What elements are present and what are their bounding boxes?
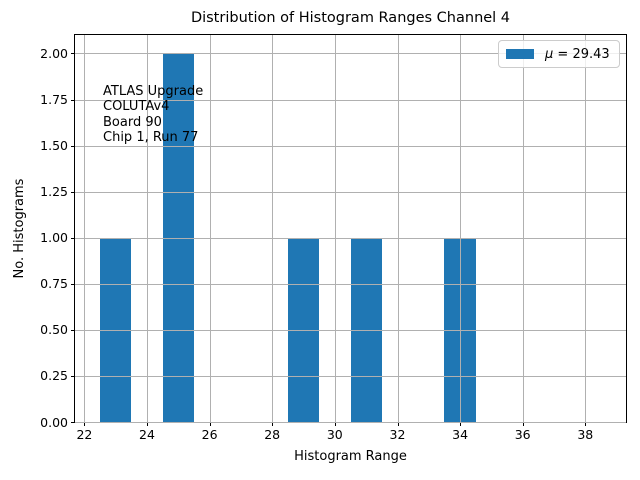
- gridline-horizontal: [75, 422, 626, 423]
- y-tick-mark: [71, 329, 75, 331]
- x-tick-label: 36: [514, 427, 531, 442]
- x-tick-mark: [334, 422, 336, 426]
- y-tick-label: 1.00: [40, 230, 68, 246]
- gridline-horizontal: [75, 145, 626, 147]
- x-tick-label: 24: [139, 427, 155, 442]
- y-tick-mark: [71, 99, 75, 101]
- gridline-vertical: [209, 35, 211, 422]
- y-tick-mark: [71, 53, 75, 55]
- x-tick-label: 28: [264, 427, 281, 442]
- x-tick-label: 30: [326, 427, 343, 442]
- y-tick-mark: [71, 422, 75, 423]
- gridline-vertical: [84, 35, 86, 422]
- x-tick-mark: [84, 422, 86, 426]
- gridline-horizontal: [75, 99, 626, 101]
- x-tick-mark: [585, 422, 587, 426]
- legend: μ = 29.43: [498, 40, 620, 68]
- gridline-vertical: [397, 35, 399, 422]
- y-tick-mark: [71, 375, 75, 377]
- gridline-horizontal: [75, 191, 626, 193]
- y-tick-label: 1.75: [40, 92, 68, 107]
- histogram-bar: [287, 237, 320, 422]
- gridline-horizontal: [75, 329, 626, 331]
- y-tick-label: 0.25: [40, 368, 68, 384]
- gridline-vertical: [334, 35, 336, 422]
- legend-label: μ = 29.43: [545, 47, 610, 62]
- histogram-bar: [100, 237, 132, 422]
- annotation-text: ATLAS Upgrade COLUTAv4 Board 90 Chip 1, …: [103, 84, 204, 146]
- gridline-horizontal: [75, 375, 626, 377]
- y-tick-mark: [71, 145, 75, 147]
- x-tick-mark: [397, 422, 399, 426]
- mu-symbol: μ: [545, 46, 554, 62]
- gridline-horizontal: [75, 53, 626, 55]
- plot-area: ATLAS Upgrade COLUTAv4 Board 90 Chip 1, …: [74, 34, 627, 423]
- gridline-vertical: [522, 35, 524, 422]
- x-tick-label: 38: [577, 427, 594, 442]
- y-tick-label: 1.50: [40, 138, 68, 154]
- y-tick-label: 1.25: [40, 184, 68, 200]
- x-tick-label: 34: [452, 427, 469, 442]
- y-tick-label: 2.00: [40, 45, 68, 61]
- y-tick-label: 0.75: [40, 276, 68, 292]
- gridline-vertical: [147, 35, 148, 422]
- histogram-bar: [350, 237, 382, 422]
- x-tick-mark: [272, 422, 274, 426]
- x-tick-mark: [209, 422, 211, 426]
- chart-title: Distribution of Histogram Ranges Channel…: [190, 10, 511, 26]
- x-tick-label: 32: [389, 427, 406, 442]
- gridline-horizontal: [75, 237, 626, 239]
- gridline-horizontal: [75, 283, 626, 285]
- y-tick-mark: [71, 191, 75, 193]
- y-tick-label: 0.50: [40, 322, 68, 338]
- y-tick-mark: [71, 237, 75, 239]
- legend-swatch: [506, 49, 534, 59]
- y-tick-label: 0.00: [40, 414, 68, 430]
- gridline-vertical: [585, 35, 587, 422]
- y-tick-mark: [71, 283, 75, 285]
- histogram-bar: [444, 237, 476, 422]
- x-axis-label: Histogram Range: [294, 449, 407, 464]
- x-tick-mark: [147, 422, 148, 426]
- x-tick-mark: [460, 422, 462, 426]
- gridline-vertical: [272, 35, 274, 422]
- x-tick-label: 26: [201, 427, 218, 442]
- x-tick-mark: [522, 422, 524, 426]
- x-tick-label: 22: [76, 427, 93, 442]
- legend-value: = 29.43: [553, 46, 610, 62]
- gridline-vertical: [460, 35, 462, 422]
